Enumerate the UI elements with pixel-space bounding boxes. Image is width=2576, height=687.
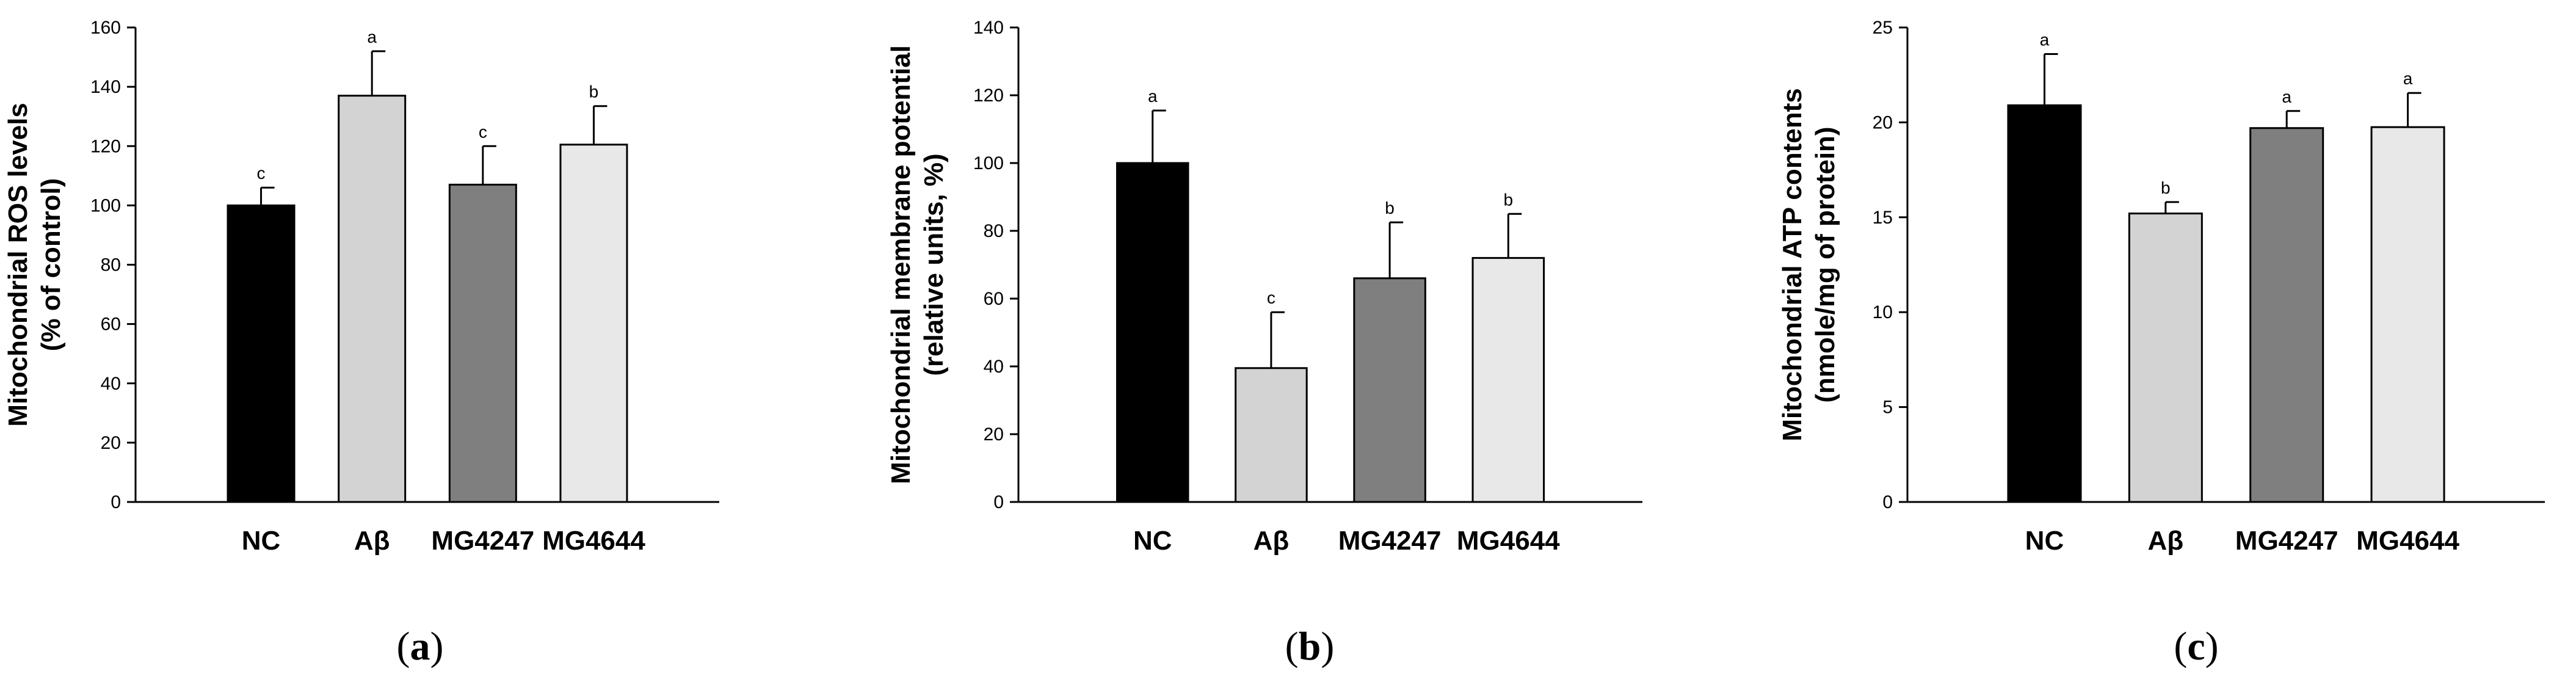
y-tick-label: 0 xyxy=(1882,492,1893,512)
x-tick-label: Aβ xyxy=(1254,526,1290,556)
y-tick-label: 15 xyxy=(1873,208,1893,228)
y-tick-label: 40 xyxy=(101,374,121,394)
panel-letter: c xyxy=(2187,624,2205,669)
figure: 020406080100120140160Mitochondrial ROS l… xyxy=(0,0,2576,687)
y-tick-label: 60 xyxy=(984,289,1004,309)
bar-Aβ xyxy=(1236,368,1307,502)
bar-NC xyxy=(228,205,294,502)
chart-panel-b: 0 20 40 60 80 100 120 140 Mitochondrial membrane… xyxy=(886,18,1642,669)
y-tick-label: 160 xyxy=(90,18,121,38)
y-tick-label: 20 xyxy=(101,433,121,453)
x-tick-label: NC xyxy=(2025,526,2064,556)
x-tick-label: NC xyxy=(1133,526,1172,556)
bar-NC xyxy=(2008,105,2081,502)
chart-panel-c: 0 5 10 15 20 25 Mitochondrial ATP contents (nmo… xyxy=(1777,18,2545,669)
y-axis-label: (% of control) xyxy=(36,178,66,352)
y-tick-label: 140 xyxy=(973,18,1004,38)
x-tick-label: MG4247 xyxy=(431,526,534,556)
y-tick-label: 60 xyxy=(101,314,121,335)
y-tick-label: 20 xyxy=(1873,112,1893,133)
y-axis-label: (nmole/mg of protein) xyxy=(1810,126,1840,402)
y-tick-label: 0 xyxy=(993,492,1004,512)
significance-label: a xyxy=(2040,31,2050,49)
y-tick-label: 25 xyxy=(1873,18,1893,38)
significance-label: b xyxy=(1503,190,1513,209)
y-tick-label: 120 xyxy=(90,136,121,156)
y-axis-label: Mitochondrial membrane potential xyxy=(886,45,916,484)
bar-NC xyxy=(1117,163,1188,502)
significance-label: a xyxy=(2403,69,2413,88)
y-tick-label: 40 xyxy=(984,357,1004,377)
panel-label: (b) xyxy=(1285,624,1335,669)
y-tick-label: 10 xyxy=(1873,302,1893,322)
bar-Aβ xyxy=(339,96,405,502)
x-tick-label: Aβ xyxy=(354,526,390,556)
y-tick-label: 100 xyxy=(90,195,121,216)
significance-label: a xyxy=(367,27,377,46)
y-axis-label: Mitochondrial ATP contents xyxy=(1777,88,1807,442)
y-tick-label: 120 xyxy=(973,85,1004,106)
y-axis-label: (relative units, %) xyxy=(919,153,949,376)
significance-label: b xyxy=(2161,178,2171,197)
x-tick-label: MG4644 xyxy=(1457,526,1560,556)
x-tick-label: MG4644 xyxy=(542,526,645,556)
bar-MG4247 xyxy=(2251,128,2323,502)
x-tick-label: MG4644 xyxy=(2356,526,2459,556)
bar-MG4644 xyxy=(2371,127,2444,502)
significance-label: c xyxy=(1267,288,1275,307)
y-tick-label: 5 xyxy=(1882,398,1893,418)
y-tick-label: 140 xyxy=(90,77,121,97)
chart-panel-a: 0 20 40 60 80 100 120 140 160 Mitochondrial ROS l… xyxy=(3,18,719,669)
bar-MG4644 xyxy=(1473,258,1544,502)
bar-Aβ xyxy=(2129,214,2202,502)
panel-label: (a) xyxy=(397,624,444,669)
bar-MG4247 xyxy=(1354,278,1426,502)
y-tick-label: 0 xyxy=(111,492,121,512)
bar-MG4644 xyxy=(561,145,627,502)
y-tick-label: 100 xyxy=(973,153,1004,173)
x-tick-label: Aβ xyxy=(2147,526,2183,556)
significance-label: b xyxy=(1385,198,1395,217)
significance-label: a xyxy=(2282,87,2291,106)
significance-label: c xyxy=(479,122,487,141)
bar-MG4247 xyxy=(449,184,516,502)
significance-label: c xyxy=(257,164,266,183)
y-tick-label: 80 xyxy=(101,255,121,275)
y-axis-label: Mitochondrial ROS levels xyxy=(3,103,33,427)
significance-label: b xyxy=(589,82,599,101)
significance-label: a xyxy=(1148,87,1158,106)
panel-label: (c) xyxy=(2174,624,2218,669)
x-tick-label: MG4247 xyxy=(1338,526,1442,556)
y-tick-label: 20 xyxy=(984,424,1004,445)
panel-letter: b xyxy=(1299,624,1321,669)
y-tick-label: 80 xyxy=(984,221,1004,241)
panel-letter: a xyxy=(410,624,430,669)
x-tick-label: NC xyxy=(242,526,281,556)
x-tick-label: MG4247 xyxy=(2235,526,2338,556)
